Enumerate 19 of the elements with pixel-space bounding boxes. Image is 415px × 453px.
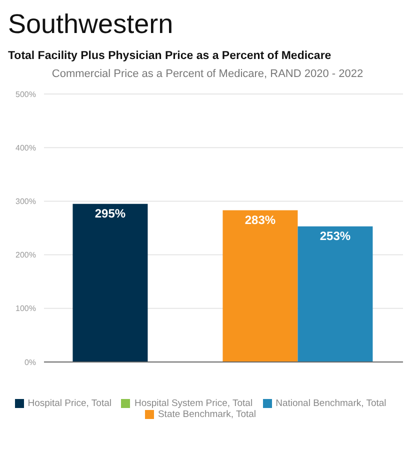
legend-label: Hospital Price, Total [28, 398, 112, 409]
text: Southwestern [8, 8, 174, 40]
legend-label: State Benchmark, Total [158, 409, 256, 420]
bar [72, 204, 148, 362]
y-tick-label: 300% [16, 197, 36, 206]
y-tick-label: 100% [16, 304, 36, 314]
chart-subtitle: Commercial Price as a Percent of Medicare, RAND 2020 - 2022 [50, 68, 364, 80]
y-tick-label: 400% [16, 143, 36, 152]
data-label: 295% [94, 206, 126, 220]
data-label: 283% [244, 212, 276, 227]
y-tick-label: 500% [16, 90, 36, 99]
bar [298, 226, 373, 362]
y-tick-label: 200% [16, 250, 36, 260]
chart-title: Total Facility Plus Physician Price as a Percent of Medicare [8, 50, 332, 62]
y-tick-label: 0% [24, 358, 36, 367]
bar [222, 210, 298, 362]
legend-label: Hospital System Price, Total [134, 398, 253, 409]
data-label: 253% [320, 228, 351, 243]
legend-label: National Benchmark, Total [276, 398, 386, 409]
